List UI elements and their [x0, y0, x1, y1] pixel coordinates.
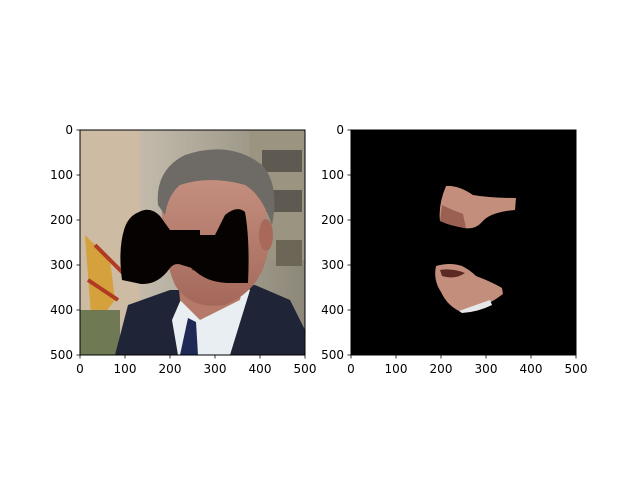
y-tick-label: 300	[321, 258, 344, 272]
x-tick-label: 500	[294, 362, 317, 376]
y-tick-label: 300	[50, 258, 73, 272]
right-axes-frame	[350, 129, 577, 356]
y-tick-label: 0	[336, 123, 344, 137]
y-tick-label: 0	[65, 123, 73, 137]
left-image-panel	[80, 130, 305, 355]
x-tick-label: 100	[385, 362, 408, 376]
x-tick-label: 300	[204, 362, 227, 376]
ear	[259, 219, 273, 251]
y-tick-label: 400	[50, 303, 73, 317]
hair	[157, 149, 275, 225]
x-tick-label: 500	[565, 362, 588, 376]
x-tick-label: 400	[249, 362, 272, 376]
x-tick-label: 0	[347, 362, 355, 376]
x-tick-label: 300	[475, 362, 498, 376]
cheek-shadow	[440, 205, 466, 228]
foliage	[80, 310, 120, 355]
y-tick-label: 500	[321, 348, 344, 362]
x-tick-label: 200	[159, 362, 182, 376]
y-tick-label: 100	[50, 168, 73, 182]
right-image-panel	[351, 130, 576, 355]
left-axes-frame	[79, 129, 306, 356]
x-tick-label: 100	[114, 362, 137, 376]
x-tick-label: 200	[430, 362, 453, 376]
y-tick-label: 500	[50, 348, 73, 362]
black-background	[351, 130, 576, 355]
y-tick-label: 100	[321, 168, 344, 182]
tie	[180, 318, 198, 355]
red-structure	[86, 243, 127, 302]
mouth-fragment	[440, 269, 465, 278]
x-tick-label: 400	[520, 362, 543, 376]
collar-fragment	[459, 300, 492, 313]
x-tick-label: 0	[76, 362, 84, 376]
y-tick-label: 200	[321, 213, 344, 227]
y-tick-label: 400	[321, 303, 344, 317]
black-mask-center	[168, 230, 200, 262]
window	[262, 150, 302, 172]
y-tick-label: 200	[50, 213, 73, 227]
window	[276, 240, 302, 266]
